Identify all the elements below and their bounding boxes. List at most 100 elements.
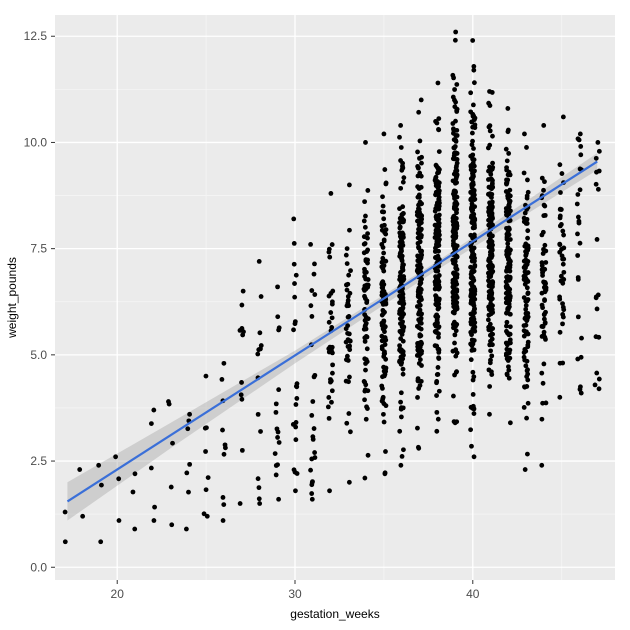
ytick-label: 2.5	[30, 454, 47, 468]
scatter-point	[292, 295, 297, 300]
scatter-point	[348, 429, 353, 434]
scatter-point	[524, 329, 529, 334]
scatter-point	[399, 347, 404, 352]
scatter-point	[471, 285, 476, 290]
scatter-point	[364, 259, 369, 264]
scatter-point	[575, 253, 580, 258]
scatter-point	[206, 475, 211, 480]
scatter-point	[96, 463, 101, 468]
scatter-point	[382, 167, 387, 172]
scatter-point	[436, 127, 441, 132]
scatter-point	[309, 482, 314, 487]
scatter-point	[169, 522, 174, 527]
scatter-point	[433, 178, 438, 183]
scatter-point	[522, 216, 527, 221]
scatter-point	[365, 346, 370, 351]
scatter-point	[383, 368, 388, 373]
scatter-point	[504, 300, 509, 305]
scatter-point	[398, 270, 403, 275]
scatter-point	[468, 320, 473, 325]
scatter-point	[576, 277, 581, 282]
scatter-point	[453, 216, 458, 221]
scatter-point	[149, 466, 154, 471]
scatter-point	[453, 347, 458, 352]
scatter-point	[362, 294, 367, 299]
scatter-point	[435, 320, 440, 325]
scatter-point	[487, 412, 492, 417]
scatter-point	[469, 183, 474, 188]
scatter-point	[330, 371, 335, 376]
scatter-point	[540, 303, 545, 308]
scatter-point	[542, 285, 547, 290]
scatter-point	[524, 271, 529, 276]
scatter-point	[400, 314, 405, 319]
scatter-point	[557, 295, 562, 300]
scatter-point	[418, 287, 423, 292]
scatter-point	[381, 318, 386, 323]
scatter-point	[560, 229, 565, 234]
scatter-point	[365, 188, 370, 193]
scatter-point	[363, 225, 368, 230]
scatter-point	[451, 145, 456, 150]
scatter-point	[594, 182, 599, 187]
scatter-point	[380, 266, 385, 271]
scatter-point	[77, 467, 82, 472]
scatter-point	[561, 270, 566, 275]
scatter-point	[419, 311, 424, 316]
scatter-point	[419, 321, 424, 326]
scatter-point	[401, 175, 406, 180]
scatter-point	[468, 90, 473, 95]
scatter-point	[364, 357, 369, 362]
scatter-point	[557, 395, 562, 400]
scatter-point	[437, 237, 442, 242]
scatter-point	[490, 296, 495, 301]
scatter-point	[506, 128, 511, 133]
scatter-point	[452, 87, 457, 92]
scatter-point	[328, 377, 333, 382]
scatter-point	[433, 192, 438, 197]
scatter-point	[274, 401, 279, 406]
scatter-point	[542, 203, 547, 208]
scatter-point	[365, 248, 370, 253]
scatter-point	[489, 239, 494, 244]
scatter-point	[560, 171, 565, 176]
scatter-point	[523, 278, 528, 283]
scatter-point	[434, 269, 439, 274]
scatter-point	[380, 313, 385, 318]
scatter-point	[508, 208, 513, 213]
scatter-point	[187, 462, 192, 467]
scatter-point	[80, 514, 85, 519]
scatter-point	[382, 401, 387, 406]
scatter-point	[397, 294, 402, 299]
scatter-point	[470, 152, 475, 157]
scatter-point	[490, 90, 495, 95]
scatter-point	[434, 294, 439, 299]
scatter-point	[596, 187, 601, 192]
scatter-point	[526, 297, 531, 302]
scatter-point	[419, 174, 424, 179]
scatter-point	[330, 242, 335, 247]
scatter-point	[469, 357, 474, 362]
scatter-point	[488, 221, 493, 226]
scatter-point	[419, 227, 424, 232]
scatter-point	[436, 249, 441, 254]
scatter-point	[220, 428, 225, 433]
scatter-point	[526, 259, 531, 264]
scatter-point	[541, 362, 546, 367]
scatter-point	[312, 450, 317, 455]
scatter-point	[471, 68, 476, 73]
scatter-point	[258, 429, 263, 434]
scatter-point	[437, 389, 442, 394]
scatter-point	[275, 462, 280, 467]
scatter-point	[309, 457, 314, 462]
scatter-point	[525, 178, 530, 183]
scatter-point	[221, 495, 226, 500]
scatter-point	[557, 162, 562, 167]
scatter-point	[382, 420, 387, 425]
scatter-point	[522, 132, 527, 137]
scatter-point	[330, 315, 335, 320]
scatter-point	[579, 355, 584, 360]
scatter-point	[382, 351, 387, 356]
scatter-point	[398, 240, 403, 245]
scatter-point	[416, 349, 421, 354]
